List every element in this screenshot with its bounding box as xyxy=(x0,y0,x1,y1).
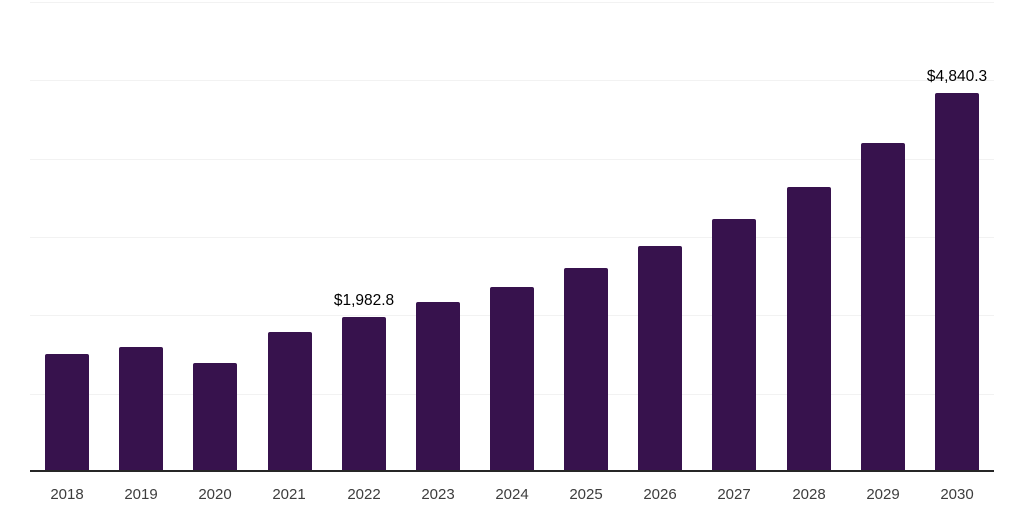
x-tick-label-2021: 2021 xyxy=(272,486,306,503)
gridline-4000 xyxy=(30,159,994,160)
x-tick-label-2023: 2023 xyxy=(421,486,455,503)
x-tick-label-2029: 2029 xyxy=(866,486,900,503)
bar-2022 xyxy=(342,317,386,471)
bar-2024 xyxy=(490,287,534,471)
gridline-6000 xyxy=(30,2,994,3)
bar-2027 xyxy=(712,219,756,471)
x-tick-label-2027: 2027 xyxy=(717,486,751,503)
bar-2018 xyxy=(45,354,89,471)
gridline-5000 xyxy=(30,80,994,81)
x-axis-line xyxy=(30,470,994,472)
data-label-2022: $1,982.8 xyxy=(333,292,395,309)
bar-2026 xyxy=(638,246,682,471)
bar-2021 xyxy=(268,332,312,471)
x-tick-label-2030: 2030 xyxy=(940,486,974,503)
bar-2029 xyxy=(861,143,905,471)
bar-2019 xyxy=(119,347,163,471)
x-tick-label-2024: 2024 xyxy=(495,486,529,503)
bar-2025 xyxy=(564,268,608,471)
x-tick-label-2022: 2022 xyxy=(347,486,381,503)
bar-2023 xyxy=(416,302,460,471)
x-tick-label-2020: 2020 xyxy=(198,486,232,503)
gridline-3000 xyxy=(30,237,994,238)
x-tick-label-2025: 2025 xyxy=(569,486,603,503)
bar-2030 xyxy=(935,93,979,471)
data-label-2030: $4,840.3 xyxy=(926,68,988,85)
x-tick-label-2026: 2026 xyxy=(643,486,677,503)
x-tick-label-2028: 2028 xyxy=(792,486,826,503)
bar-2020 xyxy=(193,363,237,471)
x-tick-label-2018: 2018 xyxy=(50,486,84,503)
x-tick-label-2019: 2019 xyxy=(124,486,158,503)
bar-2028 xyxy=(787,187,831,471)
